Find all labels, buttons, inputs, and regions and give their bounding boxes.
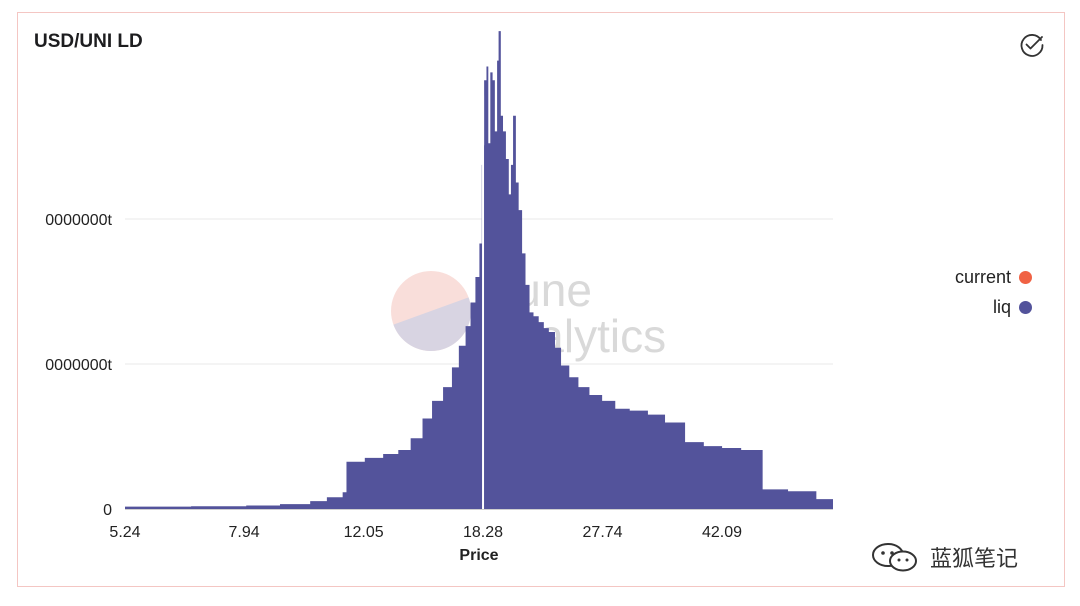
- legend-dot-liq: [1019, 300, 1032, 314]
- y-tick-label: 0000000t: [45, 357, 112, 374]
- legend-label-current: current: [954, 266, 1011, 287]
- legend-item-current[interactable]: current: [900, 262, 1032, 292]
- x-tick-label: 5.24: [109, 524, 140, 541]
- check-circle-icon[interactable]: [1018, 31, 1046, 59]
- y-axis-ticks: 0 0000000t 0000000t: [45, 212, 112, 519]
- wechat-account-watermark: 蓝狐笔记: [868, 540, 1018, 574]
- chart-title: USD/UNI LD: [34, 31, 143, 52]
- wechat-icon: [872, 543, 917, 572]
- wechat-account-name: 蓝狐笔记: [930, 547, 1019, 572]
- x-tick-label: 27.74: [583, 524, 623, 541]
- x-tick-label: 42.09: [702, 524, 742, 541]
- x-tick-label: 12.05: [344, 524, 384, 541]
- legend-item-liq[interactable]: liq: [900, 292, 1032, 322]
- chart-legend: current liq: [900, 262, 1032, 322]
- series-area-layer: [125, 31, 833, 510]
- legend-dot-current: [1019, 270, 1032, 284]
- x-tick-label: 7.94: [229, 524, 260, 541]
- x-axis-label: Price: [459, 547, 498, 564]
- x-axis-ticks: 5.24 7.94 12.05 18.28 27.74 42.09: [109, 524, 742, 541]
- liq-area: [125, 31, 833, 509]
- y-tick-label: 0000000t: [45, 212, 112, 229]
- legend-label-liq: liq: [992, 296, 1011, 317]
- y-tick-label: 0: [103, 502, 112, 519]
- x-tick-label: 18.28: [463, 524, 503, 541]
